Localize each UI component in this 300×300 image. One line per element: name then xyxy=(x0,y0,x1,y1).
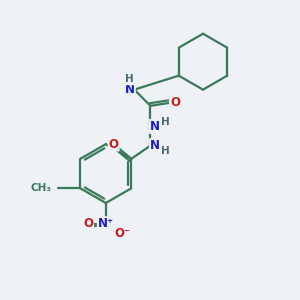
Text: N: N xyxy=(150,139,160,152)
Text: H: H xyxy=(161,117,170,127)
Text: O⁻: O⁻ xyxy=(114,227,130,240)
Text: O: O xyxy=(170,96,180,110)
Text: H: H xyxy=(125,74,134,84)
Text: N⁺: N⁺ xyxy=(98,217,114,230)
Text: O: O xyxy=(83,217,93,230)
Text: O: O xyxy=(109,138,119,151)
Text: H: H xyxy=(161,146,170,157)
Text: N: N xyxy=(150,120,160,133)
Text: CH₃: CH₃ xyxy=(31,183,52,193)
Text: N: N xyxy=(125,83,135,96)
